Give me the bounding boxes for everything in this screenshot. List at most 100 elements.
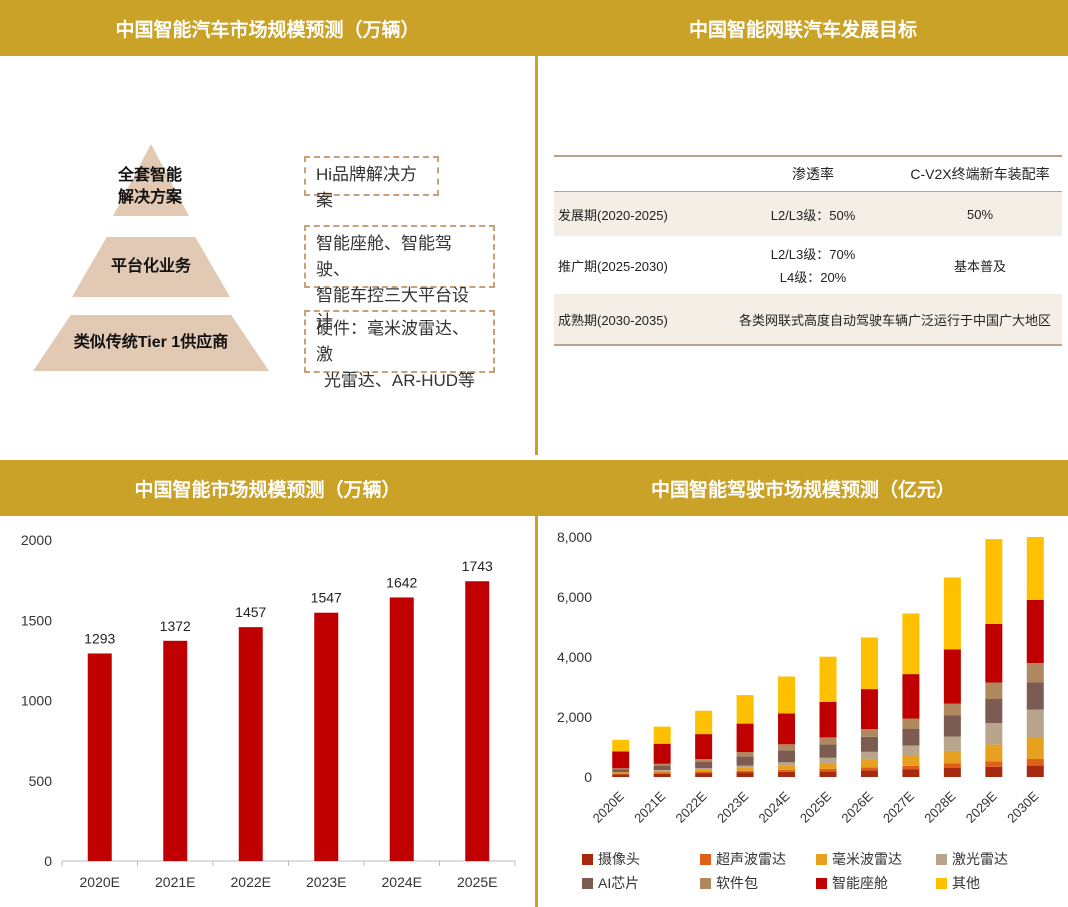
pyramid-desc-top: Hi品牌解决方案 [304,156,439,210]
x-tick-label: 2022E [673,788,710,825]
stack-segment [612,773,630,775]
stack-segment [612,751,630,769]
y-tick-label: 8,000 [557,529,592,545]
desc-bottom-line2: 光雷达、AR-HUD等 [323,371,476,390]
stack-segment [736,765,754,768]
stack-segment [860,736,878,752]
x-tick-label: 2023E [714,788,751,825]
stack-segment [985,766,1003,777]
stack-segment [819,771,837,777]
pyramid-tier-bottom-label: 类似传统Tier 1供应商 [33,332,269,354]
data-label: 1743 [462,558,493,574]
legend-label: 智能座舱 [832,875,888,891]
stack-segment [902,756,920,766]
stack-segment [778,744,796,751]
goals-row: 发展期(2020-2025) L2/L3级：50% 50% [554,191,1062,236]
stack-segment [778,762,796,766]
goals-cv2x: 基本普及 [953,258,1006,274]
stack-segment [653,763,671,766]
stack-segment [736,772,754,777]
stack-segment [1026,682,1044,710]
stack-segment [612,768,630,770]
stack-segment [902,729,920,746]
y-tick-label: 1500 [21,612,52,628]
stack-segment [778,713,796,745]
stack-segment [902,718,920,729]
bar [465,581,490,861]
stack-segment [943,703,961,716]
header-top-left: 中国智能汽车市场规模预测（万辆） [0,0,535,56]
x-tick-label: 2022E [231,874,271,890]
stack-segment [943,750,961,764]
legend-swatch [700,878,711,889]
autonomous-driving-stacked-chart: 0 2,000 4,000 6,000 8,000 2020E 2021E 2022E 2023… [557,529,1044,891]
top-left-title: 中国智能汽车市场规模预测（万辆） [115,19,420,41]
stack-segment [653,765,671,771]
header-bottom-right: 中国智能驾驶市场规模预测（亿元） [538,460,1068,516]
goals-period: 发展期(2020-2025) [554,191,728,236]
bar [314,612,339,861]
stack-segment [860,759,878,768]
x-tick-label: 2024E [382,874,422,890]
stack-segment [1026,663,1044,683]
stack-segment [943,577,961,650]
legend-swatch [816,854,827,865]
legend-label: 摄像头 [598,851,640,867]
stack-segment [736,752,754,757]
stack-segment [860,637,878,690]
stack-segment [985,699,1003,723]
bar [238,627,263,861]
market-size-bar-chart: 0 500 1000 1500 2000 1293 2020E 1372 2021E 1457 20… [21,532,516,890]
y-tick-label: 2,000 [557,709,592,725]
goals-table: 渗透率 C-V2X终端新车装配率 发展期(2020-2025) L2/L3级：5… [554,155,1062,346]
stack-segment [819,768,837,772]
stack-segment [1026,537,1044,600]
legend-label: 其他 [952,875,980,891]
goals-period: 推广期(2025-2030) [558,258,668,274]
stack-segment [943,649,961,704]
stack-segment [860,751,878,760]
pyramid-top-line1: 全套智能 [117,167,182,184]
stack-segment [778,676,796,714]
stack-segment [819,656,837,702]
y-tick-label: 0 [584,769,592,785]
stack-segment [985,723,1003,745]
bar [389,597,414,861]
pyramid-tier-bottom [33,315,269,371]
stack-segment [736,756,754,766]
desc-bottom-line1: 硬件：毫米波雷达、激 [316,319,469,364]
stack-segment [985,744,1003,762]
stack-segment [612,769,630,773]
stack-segment [736,770,754,773]
goals-col-penetration: 渗透率 [728,155,898,192]
stack-segment [985,539,1003,624]
top-right-title: 中国智能网联汽车发展目标 [688,19,917,41]
pyramid-panel: 全套智能 解决方案 平台化业务 类似传统Tier 1供应商 Hi品牌解决方案 智… [0,56,535,455]
x-tick-label: 2021E [155,874,195,890]
stack-segment [860,770,878,777]
stack-segment [902,765,920,770]
stack-segment [695,769,713,772]
stack-segment [778,750,796,763]
legend-label: 毫米波雷达 [832,851,902,867]
goals-row: 推广期(2025-2030) L2/L3级：70% L4级：20% 基本普及 [554,236,1062,294]
stack-segment [653,773,671,777]
goals-penetration-line1: L2/L3级：70% [770,247,856,262]
stack-segment [860,767,878,771]
legend-swatch [582,854,593,865]
stack-segment [695,771,713,774]
goals-penetration: L2/L3级：50% [728,191,898,236]
x-tick-label: 2025E [797,788,834,825]
vertical-divider [535,0,538,907]
stack-segment [612,774,630,777]
stack-segment [653,772,671,774]
desc-top-line1: Hi品牌解决方案 [316,165,418,210]
y-tick-label: 500 [29,773,53,789]
stack-segment [902,613,920,675]
goals-merged: 各类网联式高度自动驾驶车辆广泛运行于中国广大地区 [728,294,1062,346]
stack-segment [653,770,671,771]
stack-segment [943,715,961,737]
stack-segment [1026,759,1044,766]
stack-segment [736,695,754,724]
goals-penetration-line2: L4级：20% [779,270,847,285]
